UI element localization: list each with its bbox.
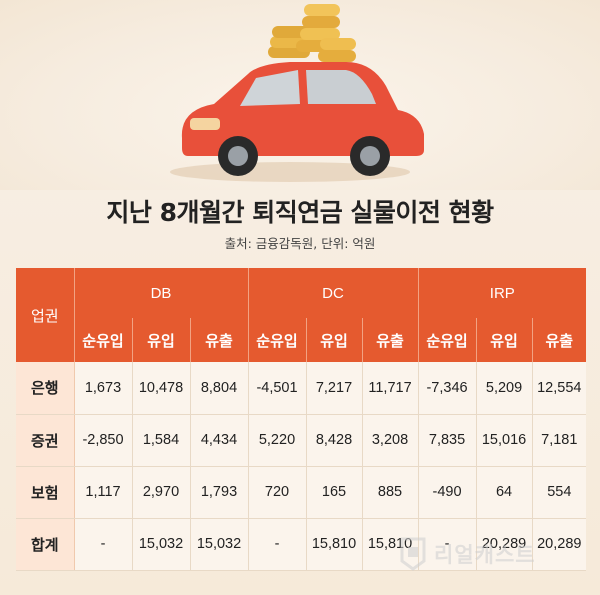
table-row-total: 합계 - 15,032 15,032 - 15,810 15,810 - 20,…: [16, 518, 587, 571]
coin-stack-icon: [268, 4, 356, 62]
table-cell: 2,970: [132, 466, 191, 519]
table-cell: -: [248, 518, 307, 571]
table-row: 증권 -2,850 1,584 4,434 5,220 8,428 3,208 …: [16, 414, 587, 467]
table-cell: 15,032: [132, 518, 191, 571]
table-cell: 11,717: [362, 362, 419, 415]
watermark-text: 리얼캐스트: [434, 543, 536, 567]
table-cell: 7,181: [532, 414, 587, 467]
table-cell: 7,217: [306, 362, 363, 415]
table-cell: 20,289: [476, 518, 533, 571]
table-cell: -4,501: [248, 362, 307, 415]
table-row: 은행 1,673 10,478 8,804 -4,501 7,217 11,71…: [16, 362, 587, 415]
table-cell: 1,584: [132, 414, 191, 467]
table-row: 보험 1,117 2,970 1,793 720 165 885 -490 64…: [16, 466, 587, 519]
table-cell: 720: [248, 466, 307, 519]
row-label: 은행: [16, 362, 75, 415]
table-cell: 7,835: [418, 414, 477, 467]
hero-illustration: [0, 0, 600, 190]
subheader-inflow: 유입: [476, 318, 533, 362]
table-cell: 1,673: [74, 362, 133, 415]
table-cell: 5,220: [248, 414, 307, 467]
subheader-net-inflow: 순유입: [418, 318, 477, 362]
subheader-net-inflow: 순유입: [248, 318, 307, 362]
group-header-dc: DC: [248, 268, 419, 318]
table-cell: 554: [532, 466, 587, 519]
table-cell: 20,289: [532, 518, 587, 571]
table-cell: 165: [306, 466, 363, 519]
group-header-irp: IRP: [418, 268, 587, 318]
row-label: 증권: [16, 414, 75, 467]
table-cell: 3,208: [362, 414, 419, 467]
table-cell: -490: [418, 466, 477, 519]
table-cell: 12,554: [532, 362, 587, 415]
subheader-outflow: 유출: [362, 318, 419, 362]
table-cell: -2,850: [74, 414, 133, 467]
table-cell: 8,804: [190, 362, 249, 415]
watermark: 리얼캐스트: [398, 522, 588, 586]
subheader-inflow: 유입: [132, 318, 191, 362]
subheader-net-inflow: 순유입: [74, 318, 133, 362]
table-cell: 5,209: [476, 362, 533, 415]
table-cell: 1,117: [74, 466, 133, 519]
subheader-inflow: 유입: [306, 318, 363, 362]
table-cell: 64: [476, 466, 533, 519]
row-label: 보험: [16, 466, 75, 519]
row-label: 합계: [16, 518, 75, 571]
table-cell: 15,016: [476, 414, 533, 467]
table-cell: 4,434: [190, 414, 249, 467]
table-corner-header: 업권: [16, 268, 75, 362]
table-cell: 15,810: [362, 518, 419, 571]
group-header-db: DB: [74, 268, 249, 318]
pension-transfer-table: 업권 DB DC IRP 순유입 유입 유출 순유입 유입 유출 순유입 유입 …: [16, 268, 587, 571]
table-cell: 10,478: [132, 362, 191, 415]
table-cell: -: [74, 518, 133, 571]
subheader-outflow: 유출: [190, 318, 249, 362]
table-cell: 8,428: [306, 414, 363, 467]
table-cell: 885: [362, 466, 419, 519]
table-cell: -7,346: [418, 362, 477, 415]
source-note: 출처: 금융감독원, 단위: 억원: [224, 236, 376, 251]
page-title: 지난 8개월간 퇴직연금 실물이전 현황: [106, 198, 494, 227]
car-with-coins-illustration: [170, 4, 424, 182]
table-cell: 15,810: [306, 518, 363, 571]
table-cell: -: [418, 518, 477, 571]
table-cell: 1,793: [190, 466, 249, 519]
subheader-outflow: 유출: [532, 318, 587, 362]
table-cell: 15,032: [190, 518, 249, 571]
realcast-logo-icon: [400, 537, 426, 571]
